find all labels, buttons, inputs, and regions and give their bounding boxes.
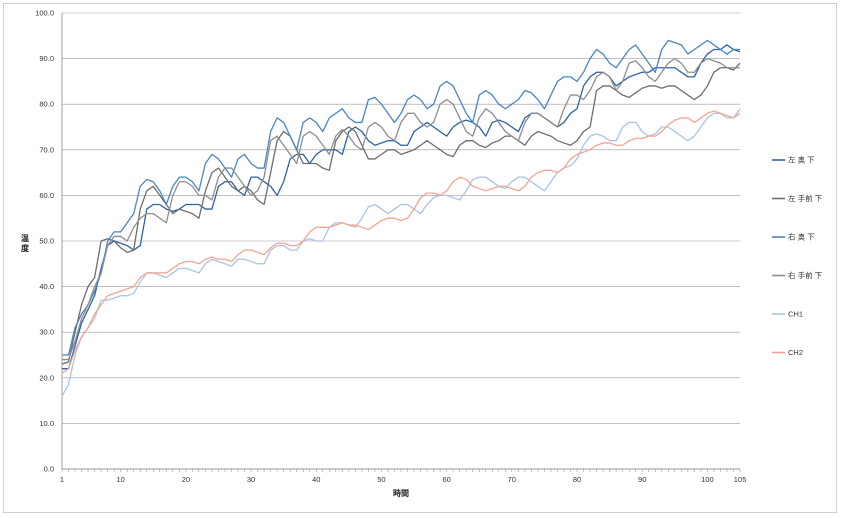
x-tick-label: 20 — [182, 475, 190, 484]
y-tick-label: 80.0 — [39, 100, 54, 109]
y-tick-label: 40.0 — [39, 282, 54, 291]
axes: 0.0 10.0 20.0 30.0 40.0 50.0 60.0 70.0 80.0 90.0 1… — [35, 9, 746, 485]
x-tick-label: 70 — [508, 475, 516, 484]
legend: 左 奥 下左 手前 下右 奥 下右 手前 下 CH1 CH2 — [772, 155, 823, 357]
series-line-4 — [62, 57, 740, 361]
series-line-3 — [62, 39, 740, 356]
y-tick-label: 10.0 — [39, 419, 54, 428]
gridlines — [62, 12, 740, 470]
x-tick-label: 60 — [442, 475, 450, 484]
y-tick-label: 70.0 — [39, 145, 54, 154]
x-axis-title: 時間 — [393, 488, 409, 498]
x-tick-label: 90 — [638, 475, 646, 484]
series-line-2 — [61, 62, 741, 365]
x-tick-label: 30 — [247, 475, 255, 484]
y-axis-title: 温度 — [21, 233, 30, 253]
legend-label: CH2 — [788, 348, 803, 357]
x-tick-label: 105 — [734, 475, 747, 484]
legend-label: 左 奥 下 — [788, 155, 815, 165]
x-tick-label: 1 — [60, 475, 64, 484]
x-tick-label: 10 — [117, 475, 125, 484]
y-tick-label: 20.0 — [39, 373, 54, 382]
legend-label: 左 手前 下 — [788, 193, 823, 203]
legend-label: 右 手前 下 — [788, 270, 823, 280]
y-tick-label: 0.0 — [44, 465, 54, 474]
legend-label: CH1 — [788, 310, 803, 319]
chart-frame — [3, 3, 837, 513]
y-axis-title-char: 温 — [21, 233, 29, 243]
x-tick-label: 100 — [701, 475, 714, 484]
series-line-6 — [61, 110, 741, 374]
x-tick-label: 50 — [377, 475, 385, 484]
series-line-1 — [62, 44, 741, 370]
y-tick-label: 60.0 — [39, 191, 54, 200]
y-axis-title-char: 度 — [21, 243, 30, 253]
y-tick-label: 50.0 — [39, 237, 54, 246]
x-tick-label: 80 — [573, 475, 581, 484]
y-tick-label: 100.0 — [35, 9, 54, 18]
series-lines — [61, 39, 741, 397]
legend-label: 右 奥 下 — [788, 232, 815, 242]
y-tick-label: 30.0 — [39, 328, 54, 337]
x-tick-label: 40 — [312, 475, 320, 484]
y-tick-label: 90.0 — [39, 54, 54, 63]
series-line-5 — [61, 108, 741, 397]
